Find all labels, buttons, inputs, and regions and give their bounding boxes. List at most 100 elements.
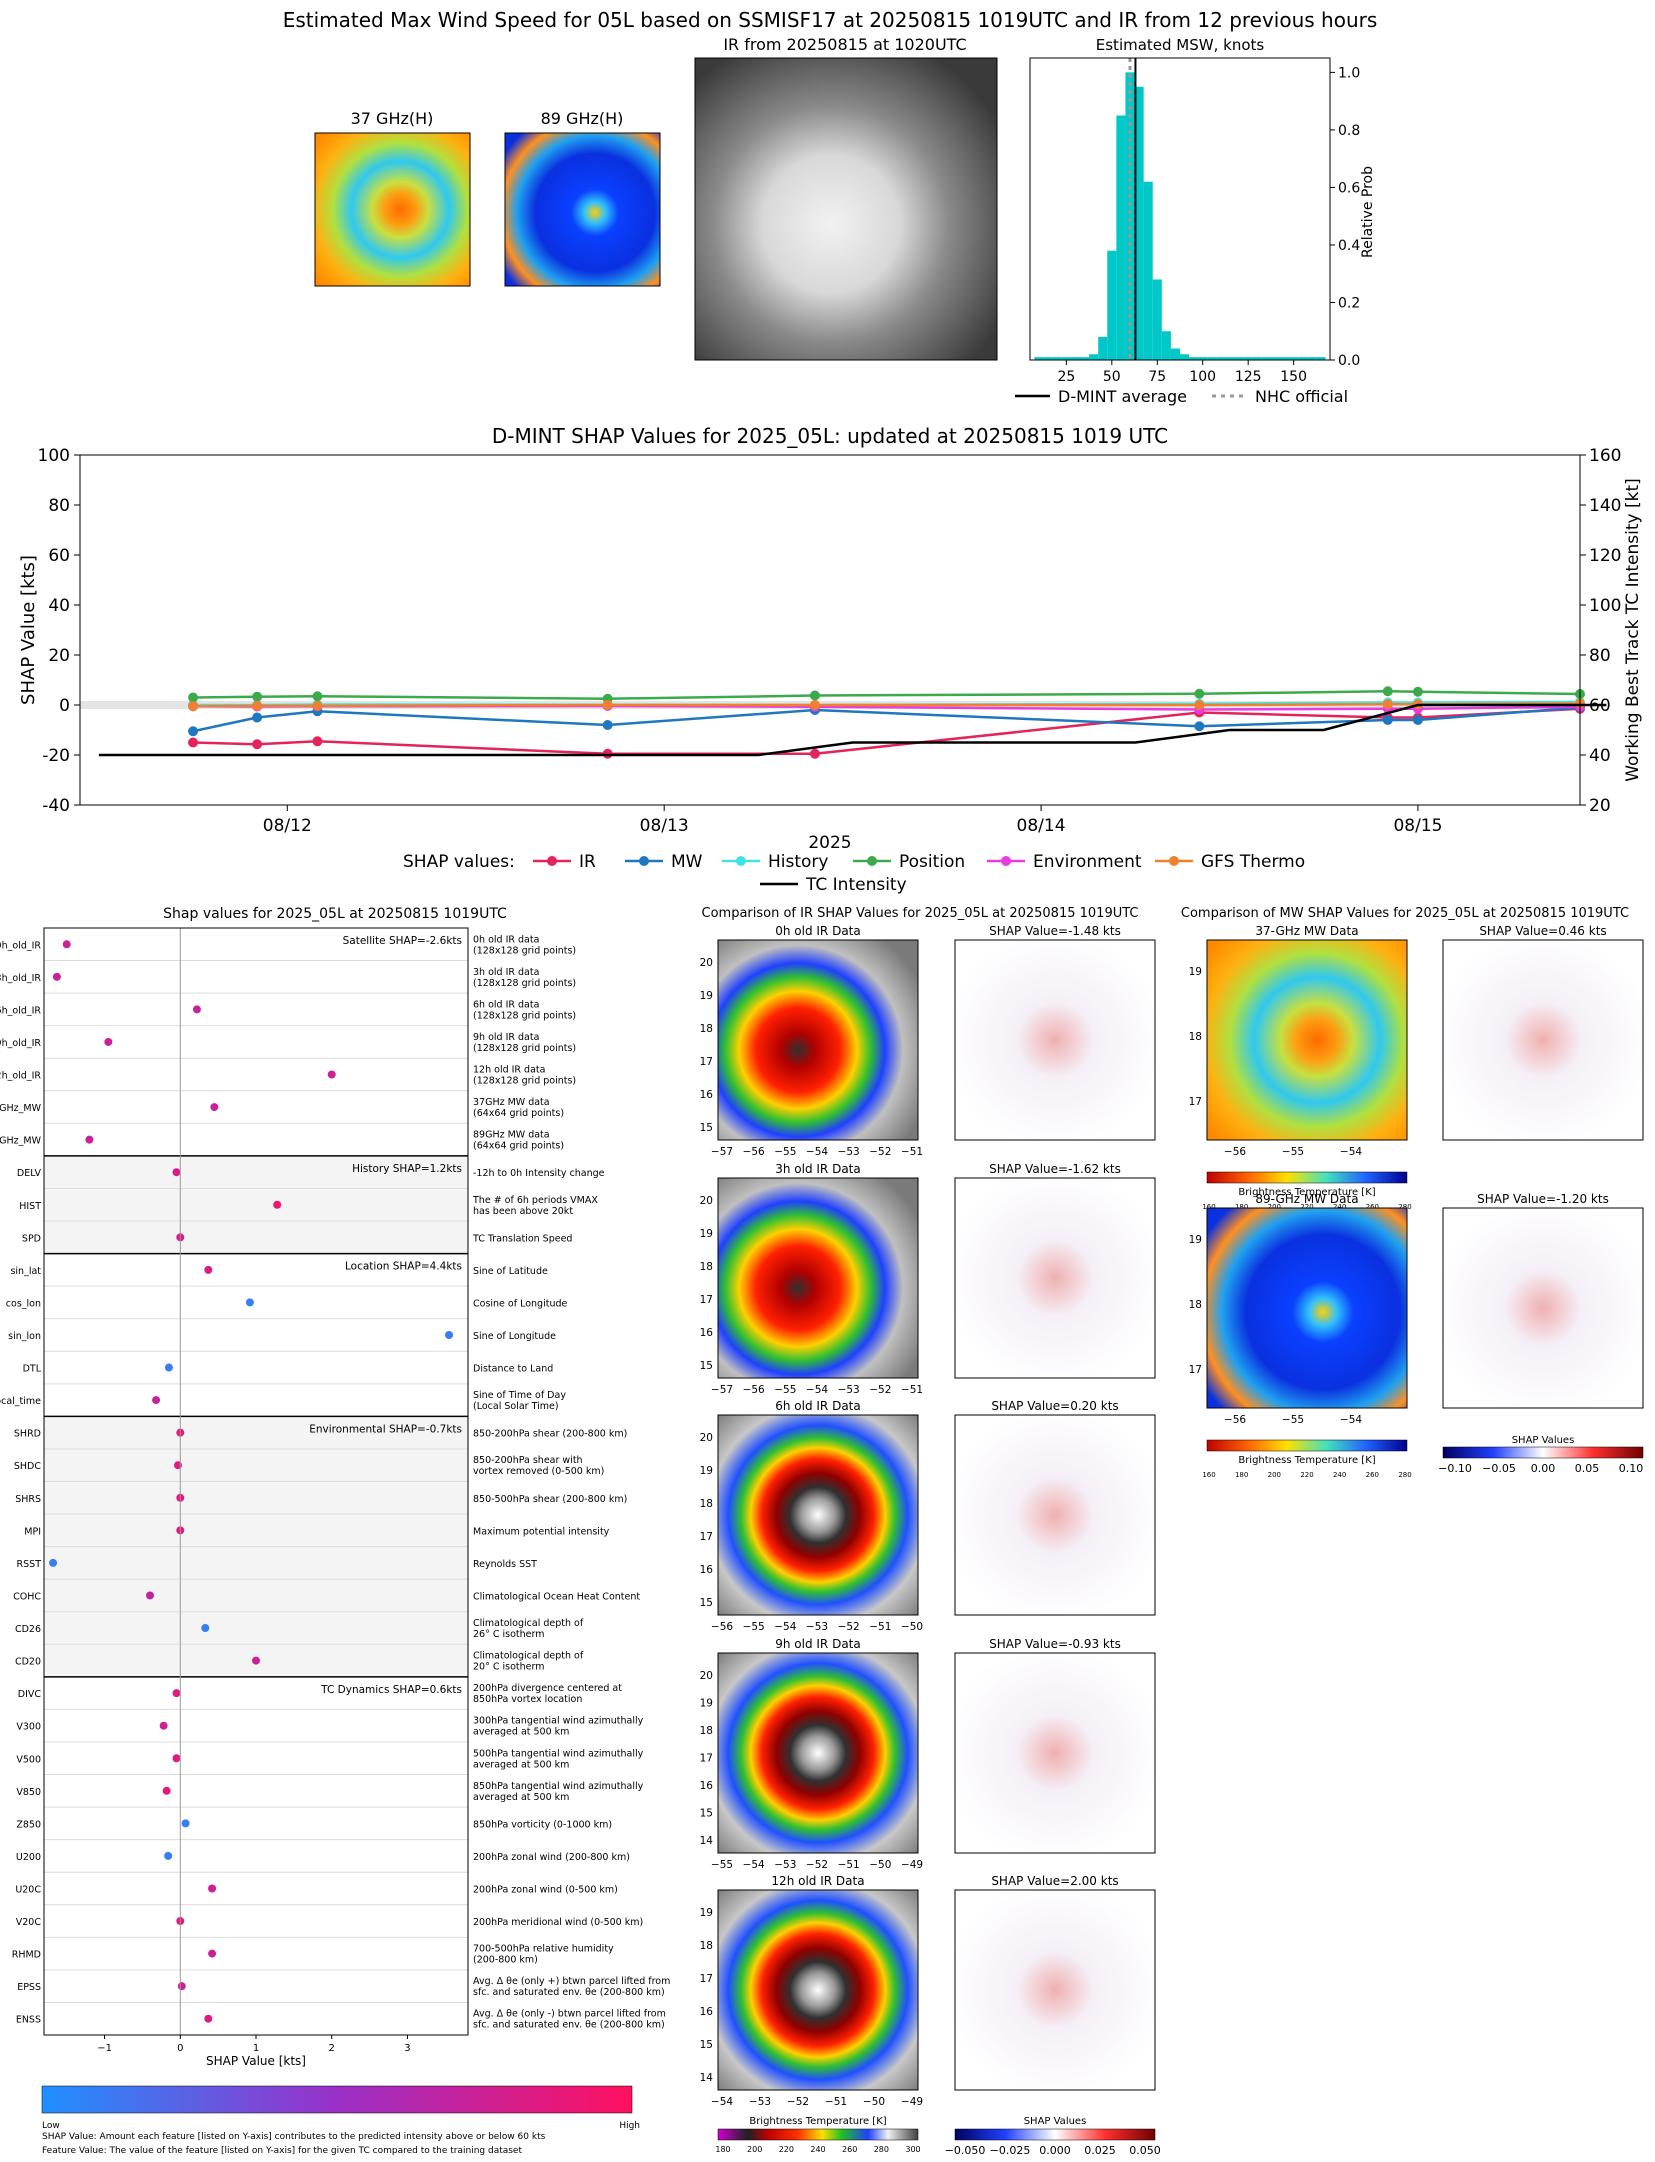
ts-xtick-label: 08/14 [1017,816,1066,836]
group-label: Environmental SHAP=-0.7kts [309,1423,462,1435]
shap-colorbar [954,2128,1156,2141]
ir-xtick-label: −53 [806,1621,828,1633]
ir-title: IR from 20250815 at 1020UTC [723,35,966,54]
main-title: Estimated Max Wind Speed for 05L based o… [283,8,1378,32]
hist-ytick-label: 0.8 [1338,123,1360,139]
feature-desc: 300hPa tangential wind azimuthally [473,1716,644,1727]
ir-xtick-label: −52 [787,2096,809,2108]
legend-series-label: GFS Thermo [1201,852,1305,872]
feature-dot [62,940,71,949]
mw-ytick-label: 17 [1189,1364,1202,1376]
feature-name: sin_lat [10,1266,41,1277]
hist-xtick-label: 75 [1148,369,1166,385]
mw37-image [314,132,471,287]
feature-name: SHRD [14,1429,41,1440]
ir-ytick-label: 17 [700,1531,713,1543]
ir-xtick-label: −49 [901,1859,923,1871]
ir-shap-image [954,1652,1156,1854]
ir-xtick-label: −53 [749,2096,771,2108]
ts-ytick-label: 80 [48,496,70,516]
ir-xtick-label: −57 [711,1384,733,1396]
feature-desc: (Local Solar Time) [473,1401,559,1412]
ir-panel-title: 12h old IR Data [771,1874,864,1888]
legend-series-label: Environment [1033,852,1142,872]
ts-ylabel: SHAP Value [kts] [18,555,39,705]
msw-histogram: 25 50 75 100 125 150 0.0 0.2 0.4 0.6 0.8 1.0 Relativ… [1015,57,1376,406]
mw-shap-title: SHAP Value=0.46 kts [1479,924,1606,938]
feature-desc: (128x128 grid points) [473,978,576,989]
ir-ytick-label: 15 [700,2039,713,2051]
ir-shap-title: SHAP Value=-1.62 kts [989,1162,1121,1176]
dots-xtick-label: 1 [253,2043,259,2054]
ts-xlabel: 2025 [808,833,851,853]
ir-panel-image [717,1177,919,1379]
series-point-position [809,690,820,701]
ir-ytick-label: 18 [700,1023,713,1035]
hist-bar [1261,357,1271,360]
mw-ytick-label: 19 [1189,966,1202,978]
ts-ytick-label: 100 [38,446,70,466]
hist-bar [1125,72,1135,360]
bt-tick-label: 240 [810,2145,825,2154]
mw-bt-tick-label: 240 [1333,1471,1346,1479]
legend-swatch-point [1001,856,1011,866]
feature-desc: 200hPa divergence centered at [473,1683,622,1694]
ir-ytick-label: 18 [700,1498,713,1510]
feature-name: COHC [13,1591,41,1602]
mw-panel-title: 89-GHz MW Data [1255,1192,1358,1206]
ir-shap-image [954,939,1156,1141]
ir-xtick-label: −51 [825,2096,847,2108]
ir-panel-image [717,1889,919,2091]
feature-dot [162,1786,171,1795]
feature-dot [327,1070,336,1079]
mw-ytick-label: 17 [1189,1096,1202,1108]
feature-name: DELV [17,1168,42,1179]
ir-panel-title: 0h old IR Data [775,924,861,938]
ir-ytick-label: 18 [700,1940,713,1952]
ir-ytick-label: 20 [700,957,713,969]
ir-xtick-label: −51 [901,1146,923,1158]
feature-dot [204,2014,213,2023]
ts-xtick-label: 08/15 [1393,816,1442,836]
feature-desc: (64x64 grid points) [473,1108,564,1119]
feature-desc: 850hPa vorticity (0-1000 km) [473,1819,612,1830]
mw-bt-tick-label: 240 [1333,1203,1346,1211]
ir-xtick-label: −50 [863,2096,885,2108]
ir-shap-title: SHAP Value=2.00 kts [991,1874,1118,1888]
mw-bt-colorbar-label: Brightness Temperature [K] [1238,1455,1375,1466]
ir-xtick-label: −56 [743,1146,765,1158]
ir-ytick-label: 15 [700,1808,713,1820]
hist-title: Estimated MSW, knots [1096,36,1265,54]
hist-bar [1298,357,1308,360]
mw-shap-image [1442,1207,1644,1409]
tc-intensity-line [98,703,1607,757]
ir-xtick-label: −54 [743,1859,765,1871]
feature-name: SPD [22,1233,41,1244]
mw-xtick-label: −56 [1224,1146,1246,1158]
mw-bt-tick-label: 280 [1398,1203,1411,1211]
hist-ytick-label: 0.0 [1338,353,1360,369]
feature-dot [164,1363,173,1372]
ir-shap-image [954,1177,1156,1379]
ir-shap-image [954,1889,1156,2091]
feature-name: 89GHz_MW [0,1136,42,1147]
ir-xtick-label: −53 [838,1146,860,1158]
feature-dot [192,1005,201,1014]
ir-panel-title: 6h old IR Data [775,1399,861,1413]
colorbar-high-label: High [619,2121,640,2131]
hist-bar [1070,357,1080,360]
hist-bar [1216,357,1226,360]
mw-shap-colorbar-label: SHAP Values [1512,1435,1575,1446]
ts-ytick-label: 20 [48,646,70,666]
shap-tick-label: 0.000 [1039,2144,1071,2157]
group-label: Location SHAP=4.4kts [345,1261,462,1273]
mw-comparison-title: Comparison of MW SHAP Values for 2025_05… [1181,906,1629,921]
feature-name: sin_local_time [0,1396,41,1407]
series-point-gfs-thermo [809,700,820,710]
hist-bar [1116,115,1126,361]
mw-bt-tick-label: 180 [1235,1203,1248,1211]
mw-bt-tick-label: 200 [1268,1203,1281,1211]
mw-bt-tick-label: 220 [1300,1203,1313,1211]
ts-frame [79,454,1581,806]
mw-panel-image [1206,1207,1408,1409]
